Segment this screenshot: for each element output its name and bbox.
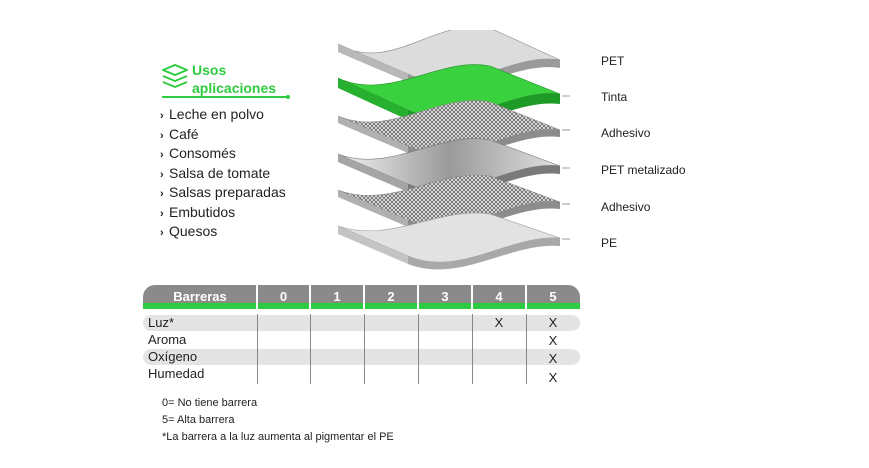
uses-list-item: › Quesos xyxy=(160,223,286,243)
note-line: 5= Alta barrera xyxy=(162,414,235,426)
chevron-right-icon: › xyxy=(160,149,164,161)
mark-aroma-5: X xyxy=(548,333,558,348)
layer-stack-diagram xyxy=(337,30,570,270)
header-level-3: 3 xyxy=(441,289,449,304)
uses-title-line1: Usos xyxy=(192,62,227,78)
uses-list-item: › Consomés xyxy=(160,145,286,165)
uses-list: › Leche en polvo › Café › Consomés › Salsa d… xyxy=(160,106,286,243)
uses-title: Usos aplicaciones xyxy=(192,61,276,97)
column-divider xyxy=(526,314,527,384)
header-level-0: 0 xyxy=(279,289,288,304)
uses-item-label: Salsas preparadas xyxy=(169,184,286,200)
uses-item-label: Consomés xyxy=(169,145,236,161)
layer-label-pet-metalizado: PET metalizado xyxy=(601,163,686,177)
uses-list-item: › Salsa de tomate xyxy=(160,165,286,185)
uses-item-label: Quesos xyxy=(169,223,218,239)
uses-list-item: › Café xyxy=(160,126,286,146)
mark-oxigeno-5: X xyxy=(548,351,558,366)
column-divider xyxy=(310,314,311,384)
row-label-aroma: Aroma xyxy=(148,332,187,347)
mark-humedad-5: X xyxy=(548,370,558,385)
chevron-right-icon: › xyxy=(160,207,164,220)
column-divider xyxy=(364,314,365,384)
chevron-right-icon: › xyxy=(160,188,164,200)
chevron-right-icon: › xyxy=(160,168,164,181)
uses-item-label: Embutidos xyxy=(169,203,236,220)
chevron-right-icon: › xyxy=(160,227,164,239)
uses-underline-dot xyxy=(286,95,290,99)
uses-list-item: › Salsas preparadas xyxy=(160,184,286,204)
barrier-table: Barreras 0 1 2 3 4 5 Luz* Aroma Oxígeno … xyxy=(143,285,580,390)
layer-label-adhesivo-1: Adhesivo xyxy=(601,126,651,140)
uses-list-item: › Embutidos xyxy=(160,204,286,224)
chevron-right-icon: › xyxy=(160,110,164,122)
layer-label-tinta: Tinta xyxy=(601,90,628,104)
leader-lines xyxy=(562,95,570,240)
mark-luz-4: X xyxy=(494,315,504,330)
header-level-2: 2 xyxy=(387,289,395,304)
layer-label-pe: PE xyxy=(601,236,618,250)
layer-label-pet: PET xyxy=(601,54,625,68)
note-line: 0= No tiene barrera xyxy=(162,397,258,409)
notes: 0= No tiene barrera 5= Alta barrera *La … xyxy=(162,395,394,446)
layers-stack-icon xyxy=(162,64,188,88)
row-label-luz: Luz* xyxy=(148,315,175,330)
uses-title-line2: aplicaciones xyxy=(192,80,277,96)
row-band xyxy=(143,349,580,365)
column-divider xyxy=(418,314,419,384)
note-line: *La barrera a la luz aumenta al pigmenta… xyxy=(162,431,394,443)
layer-label-adhesivo-2: Adhesivo xyxy=(601,200,651,214)
uses-item-label: Café xyxy=(169,125,199,142)
row-label-oxigeno: Oxígeno xyxy=(148,349,198,364)
layer-pe xyxy=(337,212,561,270)
header-barreras: Barreras xyxy=(173,289,227,304)
row-band xyxy=(143,315,580,331)
header-level-5: 5 xyxy=(549,289,557,304)
column-divider xyxy=(257,314,258,384)
row-label-humedad: Humedad xyxy=(148,366,205,381)
chevron-right-icon: › xyxy=(160,129,164,142)
column-divider xyxy=(472,314,473,384)
header-level-1: 1 xyxy=(333,289,341,304)
uses-underline xyxy=(162,96,287,98)
header-level-4: 4 xyxy=(495,289,503,304)
uses-list-item: › Leche en polvo xyxy=(160,106,286,126)
mark-luz-5: X xyxy=(548,315,558,330)
uses-item-label: Salsa de tomate xyxy=(169,164,271,181)
table-header xyxy=(143,285,580,309)
uses-item-label: Leche en polvo xyxy=(169,106,264,122)
